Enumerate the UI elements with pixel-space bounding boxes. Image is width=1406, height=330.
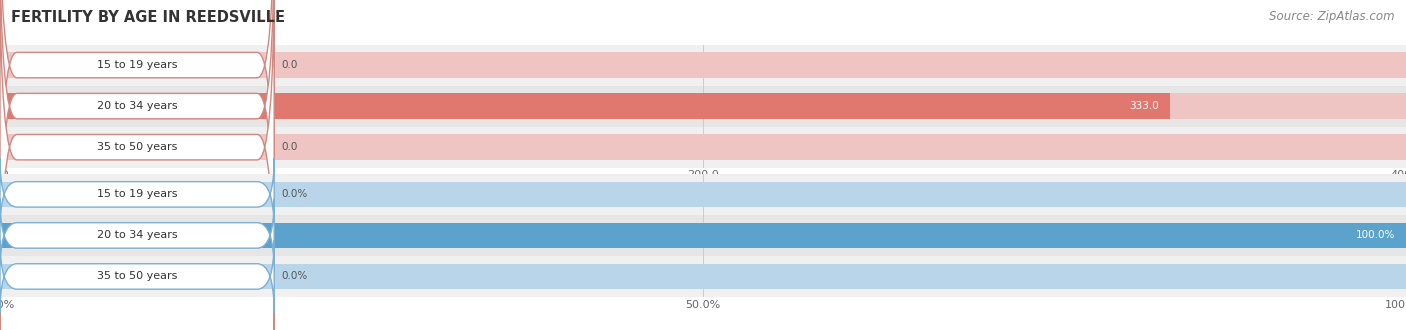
Text: 0.0: 0.0: [281, 142, 298, 152]
Text: 333.0: 333.0: [1129, 101, 1160, 111]
FancyBboxPatch shape: [0, 0, 274, 249]
Text: 20 to 34 years: 20 to 34 years: [97, 101, 177, 111]
Text: 0.0%: 0.0%: [281, 272, 308, 281]
Bar: [0, 93, 1171, 119]
FancyBboxPatch shape: [0, 0, 274, 330]
Text: Source: ZipAtlas.com: Source: ZipAtlas.com: [1270, 10, 1395, 23]
Bar: [0, 85, 1406, 127]
Text: 15 to 19 years: 15 to 19 years: [97, 60, 177, 70]
Bar: [0, 223, 1406, 248]
Bar: [0, 223, 1406, 248]
Bar: [0, 215, 1406, 256]
Bar: [0, 93, 1406, 119]
FancyBboxPatch shape: [0, 0, 274, 290]
FancyBboxPatch shape: [0, 240, 274, 313]
Text: 35 to 50 years: 35 to 50 years: [97, 142, 177, 152]
Text: 100.0%: 100.0%: [1355, 230, 1395, 241]
FancyBboxPatch shape: [0, 199, 274, 272]
FancyBboxPatch shape: [0, 158, 274, 231]
Bar: [0, 264, 1406, 289]
Bar: [0, 52, 1406, 78]
Text: 0.0%: 0.0%: [281, 189, 308, 199]
Bar: [0, 174, 1406, 215]
Bar: [0, 134, 1406, 160]
Text: 20 to 34 years: 20 to 34 years: [97, 230, 177, 241]
Text: 0.0: 0.0: [281, 60, 298, 70]
Text: FERTILITY BY AGE IN REEDSVILLE: FERTILITY BY AGE IN REEDSVILLE: [11, 10, 285, 25]
Bar: [0, 127, 1406, 168]
Bar: [0, 45, 1406, 85]
Text: 15 to 19 years: 15 to 19 years: [97, 189, 177, 199]
Bar: [0, 182, 1406, 207]
Text: 35 to 50 years: 35 to 50 years: [97, 272, 177, 281]
Bar: [0, 256, 1406, 297]
